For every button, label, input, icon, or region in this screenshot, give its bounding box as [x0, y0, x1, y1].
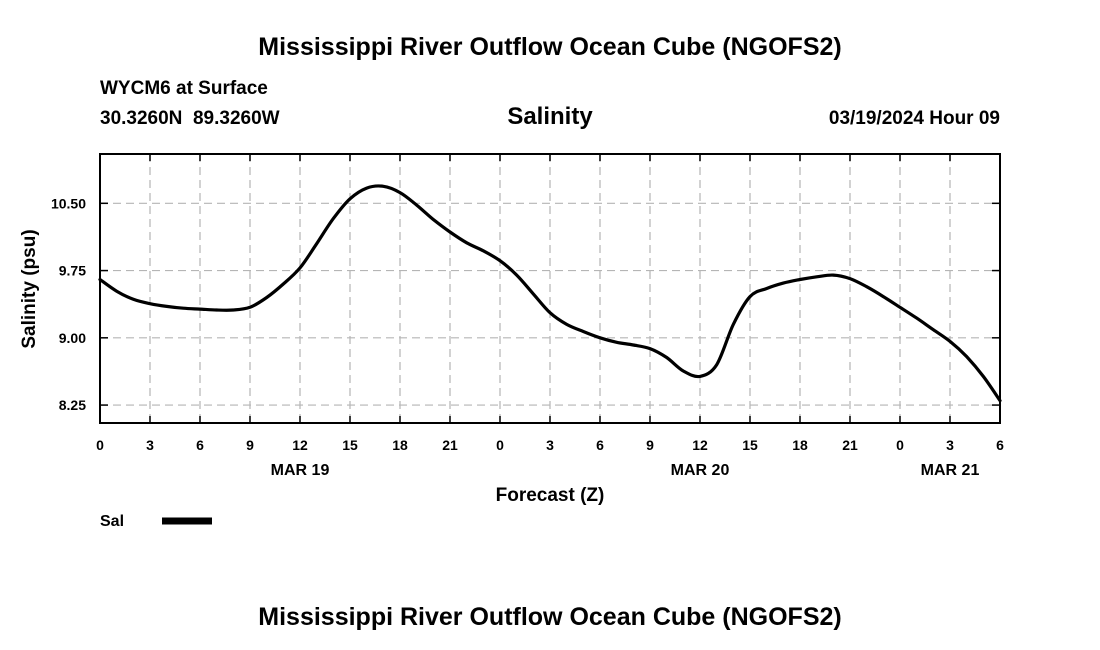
x-tick-label: 18 — [392, 437, 408, 453]
x-tick-label: 21 — [842, 437, 858, 453]
x-tick-label: 15 — [342, 437, 358, 453]
series-line-sal — [98, 184, 1002, 403]
x-tick-label: 12 — [292, 437, 308, 453]
x-tick-label: 0 — [896, 437, 904, 453]
x-tick-label: 12 — [692, 437, 708, 453]
x-tick-label: 3 — [546, 437, 554, 453]
y-tick-label: 10.50 — [51, 195, 86, 211]
x-tick-label: 15 — [742, 437, 758, 453]
chart-title: Mississippi River Outflow Ocean Cube (NG… — [258, 33, 841, 61]
footer-title: Mississippi River Outflow Ocean Cube (NG… — [258, 603, 841, 631]
y-tick-label: 8.25 — [59, 397, 86, 413]
x-tick-label: 6 — [996, 437, 1004, 453]
coordinates-label: 30.3260N 89.3260W — [100, 108, 280, 129]
x-tick-label: 21 — [442, 437, 458, 453]
day-label: MAR 21 — [921, 462, 980, 479]
y-tick-label: 9.00 — [59, 330, 86, 346]
y-axis-label: Salinity (psu) — [19, 229, 40, 348]
grid — [100, 154, 1000, 423]
x-tick-label: 0 — [496, 437, 504, 453]
x-tick-label: 0 — [96, 437, 104, 453]
x-tick-label: 18 — [792, 437, 808, 453]
station-label: WYCM6 at Surface — [100, 78, 268, 99]
x-axis-label: Forecast (Z) — [496, 485, 605, 506]
axis-ticks — [99, 154, 1001, 423]
x-tick-label: 9 — [646, 437, 654, 453]
timestamp-label: 03/19/2024 Hour 09 — [829, 108, 1000, 129]
y-tick-label: 9.75 — [59, 263, 86, 279]
x-tick-label: 9 — [246, 437, 254, 453]
axis-tick-labels: 0 3 6 9 12 15 18 21 0 3 6 9 12 15 18 21 0 3 6 8.25 9.00 9.75 1… — [51, 195, 1004, 479]
legend-label: Sal — [100, 513, 124, 530]
x-tick-label: 6 — [196, 437, 204, 453]
x-tick-label: 3 — [146, 437, 154, 453]
day-label: MAR 20 — [671, 462, 730, 479]
chart-subtitle: Salinity — [507, 103, 593, 130]
x-tick-label: 6 — [596, 437, 604, 453]
day-label: MAR 19 — [271, 462, 330, 479]
x-tick-label: 3 — [946, 437, 954, 453]
